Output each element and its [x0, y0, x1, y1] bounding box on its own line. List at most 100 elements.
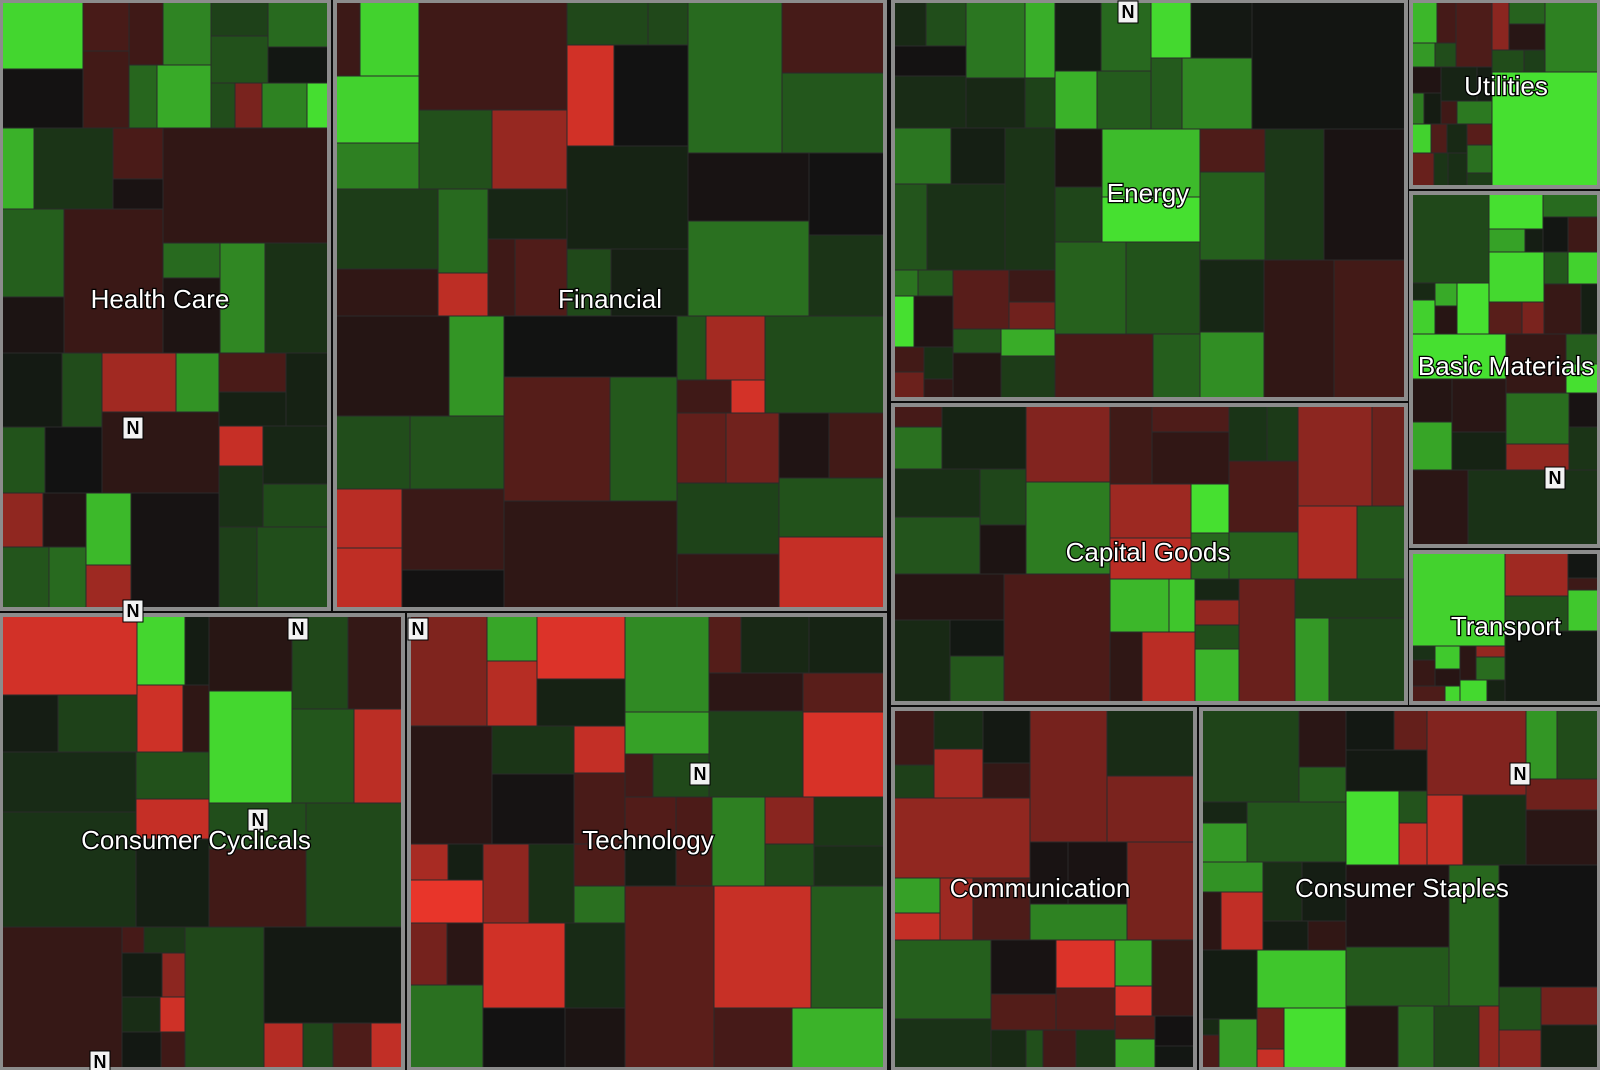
stock-tile	[652, 753, 710, 798]
stock-tile	[891, 1018, 992, 1070]
stock-tile	[891, 45, 967, 77]
sector-border	[407, 613, 887, 1070]
stock-tile	[57, 694, 138, 753]
stock-tile	[1004, 127, 1056, 271]
stock-tile	[210, 0, 269, 37]
stock-tile	[925, 0, 967, 47]
stock-tile	[1409, 378, 1453, 423]
stock-tile	[1218, 1018, 1258, 1070]
stock-tile	[1168, 578, 1196, 633]
stock-tile	[949, 655, 1005, 705]
stock-tile	[82, 0, 130, 52]
svg-text:N: N	[1122, 2, 1135, 22]
stock-tile	[370, 1022, 405, 1070]
stock-tile	[1109, 578, 1170, 633]
sector-border	[891, 403, 1408, 705]
stock-tile	[1430, 123, 1448, 154]
stock-tile	[1199, 128, 1266, 173]
stock-tile	[1238, 578, 1296, 705]
svg-text:N: N	[1514, 764, 1527, 784]
stock-tile	[285, 352, 331, 427]
stock-tile	[1298, 707, 1347, 768]
stock-tile	[1114, 1015, 1156, 1040]
new-badge: N	[89, 1050, 111, 1070]
stock-tile	[965, 0, 1026, 79]
stock-tile	[291, 708, 355, 804]
stock-tile	[1448, 864, 1500, 1007]
stock-tile	[624, 796, 677, 839]
stock-tile	[676, 379, 732, 414]
stock-tile	[1054, 0, 1102, 72]
stock-tile	[891, 269, 919, 297]
stock-tile	[219, 242, 266, 354]
stock-tile	[781, 0, 887, 74]
stock-tile	[1008, 301, 1056, 330]
stock-tile	[528, 843, 575, 924]
stock-tile	[407, 725, 493, 845]
stock-tile	[503, 315, 678, 378]
stock-tile	[923, 346, 954, 380]
stock-tile	[802, 672, 887, 713]
stock-tile	[1398, 790, 1428, 824]
stock-tile	[950, 127, 1006, 185]
svg-text:N: N	[1549, 468, 1562, 488]
stock-tile	[208, 613, 293, 692]
stock-tile	[1542, 191, 1600, 218]
stock-tile	[891, 912, 941, 941]
stock-tile	[1409, 299, 1436, 335]
stock-tile	[764, 843, 815, 887]
stock-tile	[136, 684, 184, 753]
stock-tile	[1263, 259, 1335, 401]
sector-label: Capital Goods	[1066, 537, 1231, 567]
stock-tile	[1008, 269, 1056, 303]
stock-tile	[447, 843, 484, 881]
sector-label: Financial	[558, 284, 662, 314]
stock-tile	[48, 546, 87, 611]
stock-tile	[1114, 939, 1153, 987]
stock-tile	[1025, 481, 1111, 575]
stock-tile	[791, 1007, 887, 1070]
stock-tile	[1246, 801, 1347, 863]
stock-tile	[1266, 403, 1299, 462]
new-badge: N	[1544, 466, 1566, 490]
stock-tile	[1294, 578, 1408, 619]
stock-tile	[1524, 228, 1544, 253]
stock-tile	[1567, 577, 1600, 591]
stock-tile	[333, 142, 420, 190]
stock-tile	[1409, 42, 1436, 68]
stock-tile	[1256, 1048, 1285, 1070]
stock-tile	[486, 660, 538, 727]
stock-tile	[487, 238, 516, 317]
stock-tile	[1440, 100, 1458, 125]
stock-tile	[1054, 241, 1127, 335]
stock-tile	[708, 613, 742, 674]
stock-tile	[218, 465, 264, 528]
stock-tile	[933, 707, 984, 750]
sector-border	[0, 0, 331, 611]
stock-tile	[210, 82, 236, 129]
stock-tile	[1000, 355, 1056, 401]
stock-tile	[730, 379, 766, 414]
stock-tile	[891, 707, 935, 766]
stock-tile	[1054, 70, 1098, 130]
stock-tile	[813, 796, 887, 847]
stock-tile	[262, 483, 331, 528]
svg-text:N: N	[252, 810, 265, 830]
stock-tile	[112, 127, 164, 180]
sector-border	[1409, 550, 1600, 705]
stock-tile	[566, 145, 689, 250]
stock-tile	[1488, 228, 1526, 253]
stock-tile	[1456, 282, 1490, 335]
sector-border	[891, 0, 1408, 401]
stock-tile	[136, 613, 186, 686]
stock-tile	[1054, 128, 1103, 188]
stock-tile	[891, 0, 927, 47]
svg-text:N: N	[292, 619, 305, 639]
stock-tile	[1508, 23, 1546, 51]
stock-tile	[128, 64, 158, 129]
stock-tile	[1328, 617, 1408, 705]
sector-label: Utilities	[1464, 71, 1548, 101]
sector-border	[333, 0, 887, 611]
stock-tile	[1505, 443, 1570, 471]
